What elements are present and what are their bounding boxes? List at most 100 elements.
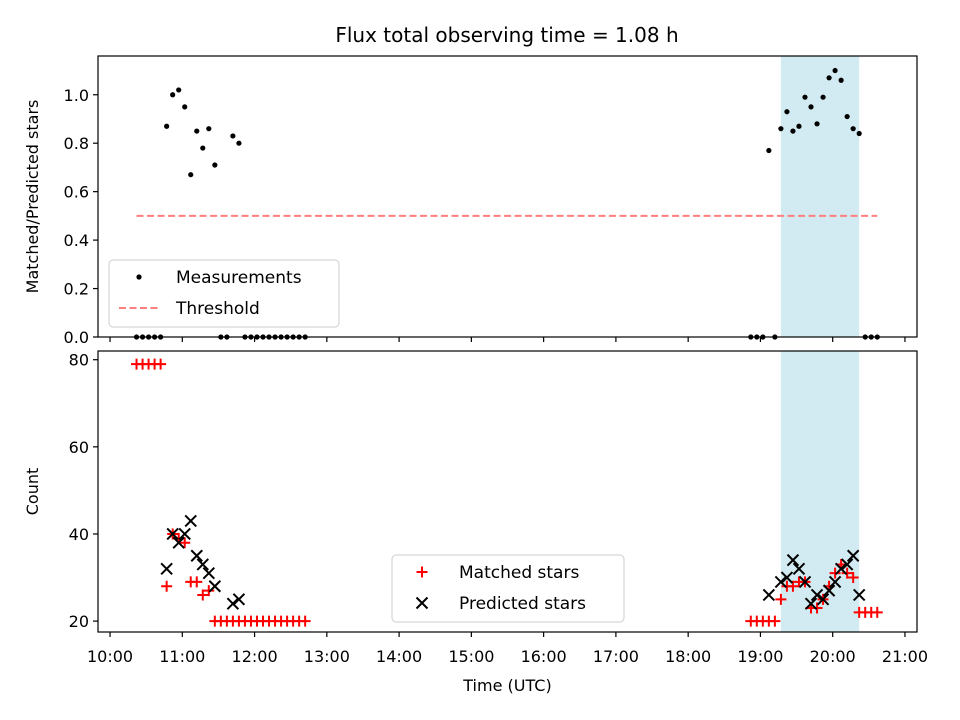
predicted-star-marker xyxy=(828,575,842,589)
top-y-axis-label: Matched/Predicted stars xyxy=(23,100,42,294)
predicted-star-marker xyxy=(822,584,836,597)
legend-label: Measurements xyxy=(176,268,302,288)
y-tick-label: 20 xyxy=(69,612,89,631)
measurement-point xyxy=(850,126,856,132)
predicted-star-marker xyxy=(804,597,818,610)
legend-label: Threshold xyxy=(175,299,260,319)
matched-star-marker xyxy=(847,572,859,584)
chart-title: Flux total observing time = 1.08 h xyxy=(335,23,678,47)
bottom-panel: 20 40 60 80 10:00 11:00 12:00 13:00 14:00 15:00 16… xyxy=(23,350,928,695)
top-panel: 0.0 0.2 0.4 0.6 0.8 1.0 Matched/Predicted star… xyxy=(23,55,918,347)
y-tick-label: 0.2 xyxy=(64,280,89,299)
legend: Matched stars Predicted stars xyxy=(391,554,625,623)
predicted-star-marker xyxy=(226,597,240,610)
x-tick-label: 18:00 xyxy=(665,647,711,666)
bottom-data xyxy=(131,358,883,627)
y-tick-label: 1.0 xyxy=(64,86,89,105)
measurement-point xyxy=(796,123,802,129)
matched-star-marker xyxy=(871,606,883,618)
x-tick-label: 21:00 xyxy=(882,647,928,666)
x-tick-label: 15:00 xyxy=(448,647,494,666)
predicted-star-marker xyxy=(202,566,216,580)
bottom-y-axis-label: Count xyxy=(23,468,42,516)
predicted-star-marker xyxy=(196,558,209,571)
measurement-point xyxy=(170,92,176,98)
matched-star-marker xyxy=(155,358,167,370)
predicted-star-marker xyxy=(208,580,222,593)
x-tick-label: 20:00 xyxy=(810,647,856,666)
measurement-point xyxy=(838,77,844,83)
y-tick-label: 80 xyxy=(69,351,89,370)
legend-label: Predicted stars xyxy=(459,594,586,614)
measurement-point xyxy=(802,94,808,100)
predicted-star-marker xyxy=(774,575,788,589)
measurement-point xyxy=(790,128,796,134)
measurement-point xyxy=(778,126,784,132)
measurement-point xyxy=(230,133,236,139)
bottom-axes-frame xyxy=(97,350,918,633)
y-tick-label: 0.8 xyxy=(64,134,89,153)
measurement-point xyxy=(784,109,790,115)
y-tick-label: 40 xyxy=(69,525,89,544)
matched-star-marker xyxy=(203,585,215,597)
legend-frame xyxy=(391,554,625,623)
matched-star-marker xyxy=(787,580,799,592)
predicted-star-marker xyxy=(232,593,246,606)
measurement-point xyxy=(808,104,814,110)
predicted-star-marker xyxy=(834,562,848,576)
x-tick-label: 19:00 xyxy=(737,647,783,666)
matched-star-marker xyxy=(811,602,823,614)
predicted-star-marker xyxy=(846,549,860,562)
measurement-point xyxy=(826,75,832,81)
y-tick-label: 60 xyxy=(69,438,89,457)
measurement-point xyxy=(820,94,826,100)
predicted-star-marker xyxy=(160,562,173,576)
predicted-star-marker xyxy=(792,562,806,576)
measurement-point xyxy=(856,130,862,137)
matched-star-marker xyxy=(769,615,781,627)
measurement-point xyxy=(164,123,170,129)
matched-star-marker xyxy=(841,567,853,579)
x-tick-label: 14:00 xyxy=(376,647,422,666)
y-tick-label: 0.6 xyxy=(64,183,89,202)
measurement-point xyxy=(188,172,194,178)
x-tick-label: 17:00 xyxy=(593,647,639,666)
predicted-star-marker xyxy=(840,558,854,571)
predicted-star-marker xyxy=(852,588,866,602)
matched-star-marker xyxy=(197,589,209,601)
legend-frame xyxy=(108,259,340,328)
predicted-star-marker xyxy=(172,536,185,549)
measurement-point xyxy=(766,147,772,154)
measurement-point xyxy=(832,67,838,74)
measurement-point xyxy=(814,121,820,127)
x-axis-label: Time (UTC) xyxy=(462,676,551,695)
predicted-star-marker xyxy=(810,588,824,602)
predicted-star-marker xyxy=(780,571,794,584)
measurement-point xyxy=(182,104,188,110)
predicted-star-marker xyxy=(184,514,197,528)
legend-swatch xyxy=(415,596,429,610)
predicted-star-marker xyxy=(190,549,203,562)
measurement-point xyxy=(236,140,242,146)
x-tick-label: 12:00 xyxy=(232,647,278,666)
highlight-span xyxy=(780,56,860,337)
y-tick-label: 0.0 xyxy=(64,328,89,347)
predicted-star-marker xyxy=(166,527,179,541)
measurement-point xyxy=(844,113,850,120)
measurement-point xyxy=(212,162,218,168)
matched-star-marker xyxy=(191,576,203,588)
legend-swatch xyxy=(136,274,142,280)
matched-star-marker xyxy=(179,537,191,549)
predicted-star-marker xyxy=(816,593,830,606)
predicted-star-marker xyxy=(762,588,776,602)
legend-swatch xyxy=(416,566,428,578)
legend: Measurements Threshold xyxy=(108,259,340,328)
x-tick-label: 13:00 xyxy=(304,647,350,666)
y-tick-label: 0.4 xyxy=(64,231,89,250)
matched-star-marker xyxy=(299,615,311,627)
measurement-point xyxy=(176,87,182,93)
predicted-star-marker xyxy=(798,575,812,589)
matched-star-marker xyxy=(829,567,841,579)
measurement-point xyxy=(194,128,200,134)
